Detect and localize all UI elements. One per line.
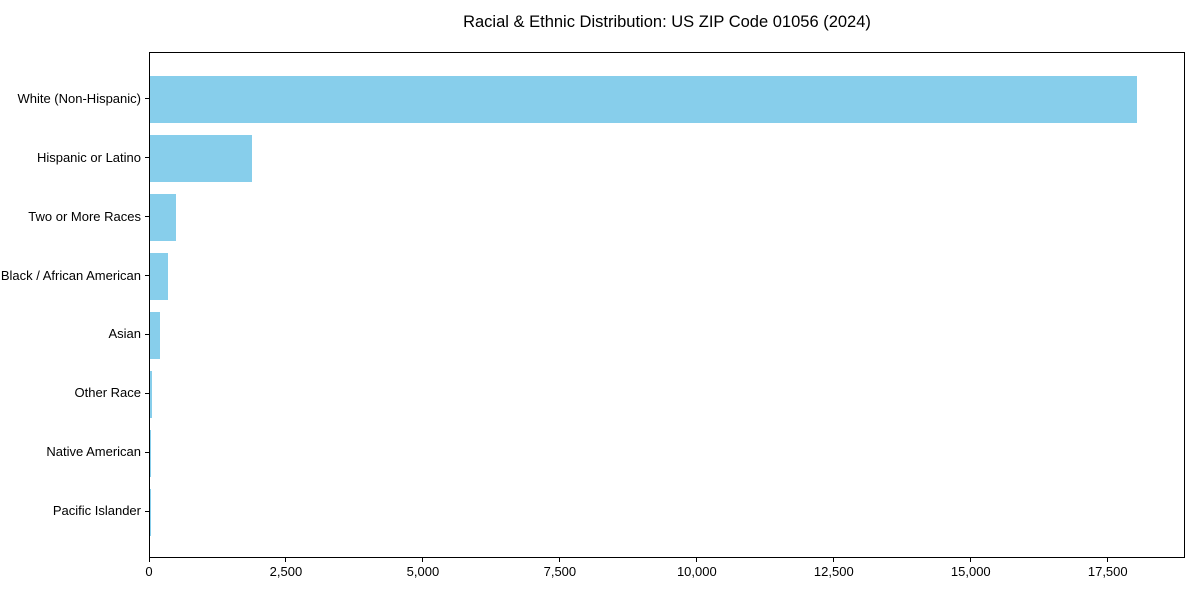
x-tick-label: 10,000 [676,564,717,579]
x-tick-label: 0 [145,564,153,579]
x-tick-label: 15,000 [950,564,991,579]
y-tick-mark [145,216,149,218]
bar [150,76,1137,124]
x-tick-mark [833,558,835,562]
x-tick-mark [1107,558,1109,562]
bar [150,135,253,183]
x-tick-mark [559,558,561,562]
bar [150,429,151,477]
bar [150,311,160,359]
y-tick-label: White (Non-Hispanic) [17,90,141,106]
y-tick-mark [145,333,149,335]
x-tick-label: 12,500 [813,564,854,579]
y-tick-label: Two or More Races [28,208,141,224]
y-tick-label: Pacific Islander [52,503,141,519]
x-tick-label: 7,500 [543,564,577,579]
y-tick-mark [145,510,149,512]
y-tick-label: Other Race [74,385,141,401]
y-tick-mark [145,392,149,394]
x-tick-mark [970,558,972,562]
x-tick-mark [696,558,698,562]
y-tick-mark [145,157,149,159]
y-tick-label: Black / African American [0,267,141,283]
plot-area [149,52,1185,558]
x-tick-label: 17,500 [1087,564,1128,579]
y-tick-label: Hispanic or Latino [36,149,141,165]
y-tick-label: Native American [46,444,141,460]
x-tick-mark [422,558,424,562]
y-tick-label: Asian [108,326,141,342]
x-tick-label: 5,000 [406,564,440,579]
y-tick-mark [145,275,149,276]
bars-layer [150,53,1184,557]
bar [150,194,177,242]
bar [150,253,169,300]
bar [150,370,152,418]
x-tick-label: 2,500 [269,564,303,579]
x-tick-mark [148,558,150,562]
x-tick-mark [285,558,287,562]
y-tick-mark [145,451,149,453]
y-tick-mark [145,98,149,100]
chart-title: Racial & Ethnic Distribution: US ZIP Cod… [463,13,871,31]
